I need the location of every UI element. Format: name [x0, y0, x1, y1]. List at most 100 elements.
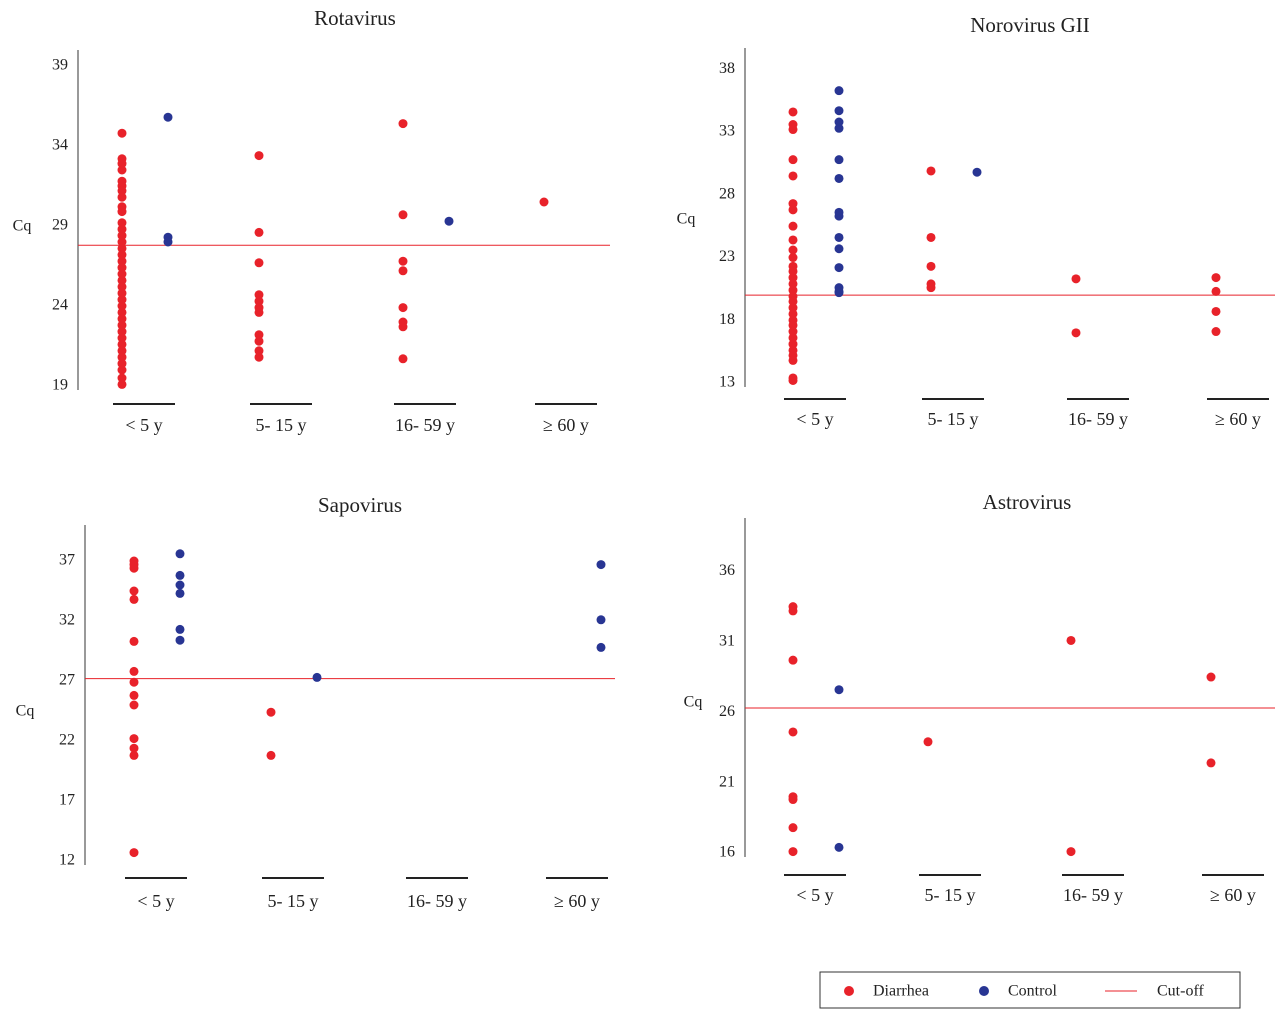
data-point	[175, 635, 185, 645]
data-point	[788, 273, 798, 283]
data-point	[1071, 328, 1081, 338]
y-tick-label: 39	[52, 57, 68, 74]
data-point	[117, 282, 127, 292]
data-point	[1206, 758, 1216, 768]
data-point	[117, 207, 127, 217]
chart-title: Rotavirus	[314, 6, 396, 30]
data-point	[117, 307, 127, 317]
data-point	[129, 636, 139, 646]
data-point	[117, 192, 127, 202]
data-point	[129, 586, 139, 596]
y-tick-label: 31	[719, 633, 735, 650]
data-point	[926, 283, 936, 293]
data-point	[117, 250, 127, 260]
data-point	[788, 355, 798, 365]
x-tick-label: < 5 y	[796, 409, 833, 429]
data-point	[788, 199, 798, 209]
data-point	[834, 155, 844, 165]
data-point	[972, 167, 982, 177]
data-point	[117, 359, 127, 369]
data-point	[129, 594, 139, 604]
data-point	[788, 171, 798, 181]
data-point	[788, 606, 798, 616]
data-point	[788, 266, 798, 276]
legend-marker	[844, 986, 854, 996]
legend-label: Diarrhea	[873, 983, 929, 1000]
chart-title: Sapovirus	[318, 493, 402, 517]
x-tick-label: 16- 59 y	[1063, 885, 1123, 905]
data-point	[175, 588, 185, 598]
y-tick-label: 17	[59, 792, 75, 809]
x-tick-label: < 5 y	[125, 415, 162, 435]
data-point	[788, 245, 798, 255]
data-point	[834, 685, 844, 695]
data-point	[539, 197, 549, 207]
data-point	[117, 379, 127, 389]
data-point	[129, 750, 139, 760]
data-point	[117, 243, 127, 253]
data-point	[266, 707, 276, 717]
x-tick-label: 16- 59 y	[407, 891, 467, 911]
data-point	[117, 186, 127, 196]
data-point	[788, 333, 798, 343]
data-point	[923, 737, 933, 747]
data-point	[254, 290, 264, 300]
y-tick-label: 24	[52, 297, 68, 314]
data-point	[834, 232, 844, 242]
data-point	[117, 333, 127, 343]
data-point	[1211, 286, 1221, 296]
y-tick-label: 32	[59, 612, 75, 629]
data-point	[117, 224, 127, 234]
legend-marker	[979, 986, 989, 996]
data-point	[788, 309, 798, 319]
y-axis-label: Cq	[684, 694, 703, 711]
data-point	[117, 128, 127, 138]
data-point	[788, 339, 798, 349]
data-point	[788, 155, 798, 165]
legend-label: Cut-off	[1157, 983, 1204, 1000]
data-point	[254, 346, 264, 356]
data-point	[1071, 274, 1081, 284]
x-tick-label: < 5 y	[137, 891, 174, 911]
data-point	[834, 123, 844, 133]
data-point	[312, 672, 322, 682]
x-tick-label: 16- 59 y	[395, 415, 455, 435]
data-point	[398, 322, 408, 332]
y-tick-label: 22	[59, 732, 75, 749]
x-tick-label: ≥ 60 y	[1215, 409, 1261, 429]
data-point	[398, 266, 408, 276]
x-tick-label: 5- 15 y	[928, 409, 979, 429]
data-point	[788, 221, 798, 231]
data-point	[117, 165, 127, 175]
data-point	[117, 218, 127, 228]
data-point	[254, 336, 264, 346]
data-point	[117, 314, 127, 324]
data-point	[254, 296, 264, 306]
data-point	[163, 237, 173, 247]
data-point	[163, 112, 173, 122]
data-point	[1206, 672, 1216, 682]
data-point	[129, 563, 139, 573]
data-point	[117, 288, 127, 298]
data-point	[926, 232, 936, 242]
x-tick-label: ≥ 60 y	[543, 415, 589, 435]
chart-title: Astrovirus	[983, 490, 1072, 514]
y-axis-label: Cq	[13, 218, 32, 235]
data-point	[788, 285, 798, 295]
data-point	[398, 210, 408, 220]
data-point	[254, 151, 264, 161]
data-point	[926, 261, 936, 271]
data-point	[788, 727, 798, 737]
data-point	[788, 320, 798, 330]
data-point	[834, 211, 844, 221]
data-point	[129, 690, 139, 700]
data-point	[129, 666, 139, 676]
data-point	[254, 330, 264, 340]
x-tick-label: 5- 15 y	[256, 415, 307, 435]
data-point	[1211, 327, 1221, 337]
y-tick-label: 26	[719, 703, 735, 720]
data-point	[254, 307, 264, 317]
data-point	[254, 227, 264, 237]
data-point	[834, 106, 844, 116]
